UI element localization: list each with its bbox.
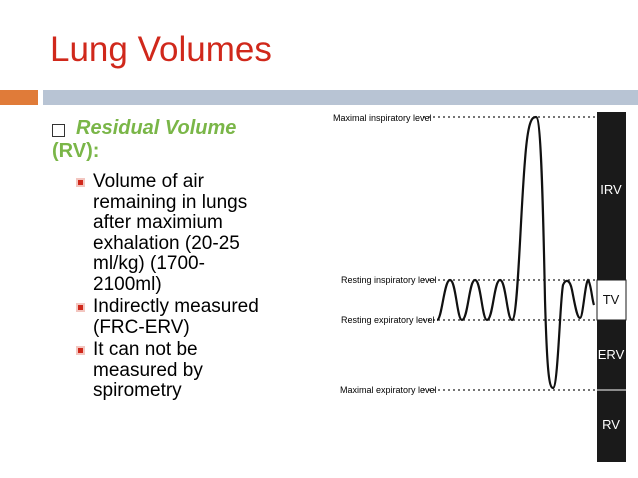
heading-line: Residual Volume [76,117,237,139]
divider-bar [43,90,638,105]
accent-bar [0,90,38,105]
bullet-line: measured by [93,359,203,381]
volume-label: TV [603,292,620,307]
volume-label: RV [602,417,620,432]
tv-box [596,279,627,321]
bullet-line: 2100ml) [93,273,162,295]
bullet-item: Volume of air remaining in lungs after max… [76,171,259,295]
level-label: Maximal inspiratory level [333,113,432,123]
bullet-box [52,124,65,137]
bullet-line: Volume of air [93,171,204,192]
level-label: Resting inspiratory level [341,275,437,285]
bullet-item: It can not be measured by spirometry [76,339,259,402]
bullet-line: remaining in lungs [93,191,248,213]
bullet-line: after maximium [93,212,223,233]
heading: Residual Volume (RV): [52,117,236,163]
volume-label: ERV [598,347,625,362]
bullet-line: (FRC-ERV) [93,316,190,338]
bullet-line: exhalation (20-25 [93,232,240,254]
heading-line: (RV): [52,140,100,162]
volume-label: IRV [600,182,622,197]
title: Lung Volumes [50,30,272,69]
bullet-line: spirometry [93,380,182,401]
bullet-item: Indirectly measured (FRC-ERV) [76,296,259,338]
bullet-list: Volume of air remaining in lungs after max… [76,171,259,404]
bullet-line: It can not be [93,339,198,360]
level-label: Maximal expiratory level [340,385,437,395]
breathing-curve [435,115,596,390]
level-label: Resting expiratory level [341,315,435,325]
bullet-line: Indirectly measured [93,296,259,317]
bullet-line: ml/kg) (1700- [93,253,205,274]
